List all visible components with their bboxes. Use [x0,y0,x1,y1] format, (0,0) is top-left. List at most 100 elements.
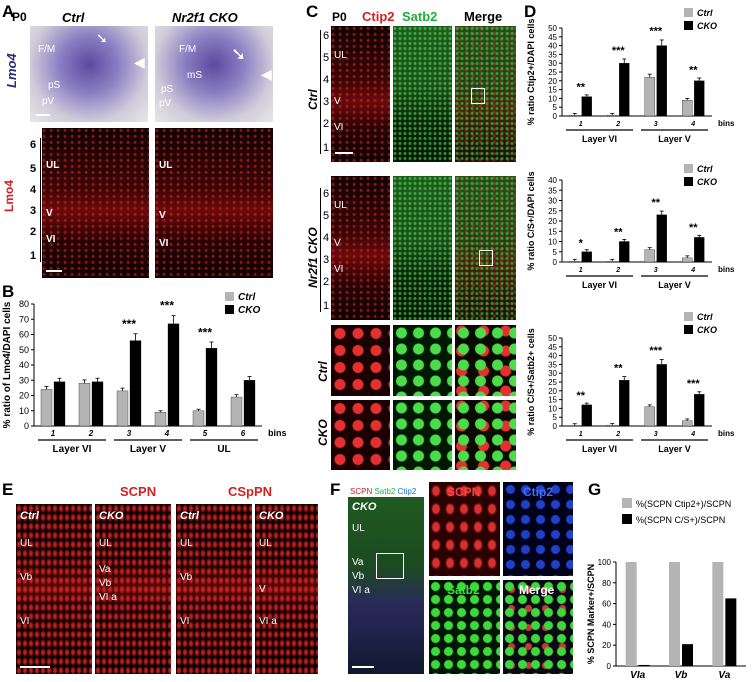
legend-swatch [684,177,693,186]
bar-ctrl [40,389,53,427]
header-satb2: Satb2 [402,9,438,24]
zoom-cko-label: CKO [316,419,330,446]
significance-mark: ** [614,363,623,375]
significance-mark: ** [576,82,585,94]
x-tick-label: 6 [241,429,246,438]
legend-swatch [225,292,234,301]
brain-label-ps: pS [161,84,174,95]
bar-cko [581,404,592,427]
y-tick-label: 15 [548,227,557,236]
bar-cko [167,323,180,427]
y-axis-label: % ratio Ctip2+/DAPI cells [526,19,536,126]
x-tick-label: 1 [579,267,583,274]
bar-cko [656,364,667,427]
bar-ctrl [682,420,693,427]
bar-ctrl [569,114,580,117]
panel-f-scpn: SCPN [429,482,500,576]
bar-ctrl [569,425,580,427]
x-tick-label: 2 [615,267,620,274]
y-tick-label: 20 [548,387,557,396]
brain-label-pv: pV [42,96,55,107]
bar-ctrl [230,396,243,427]
panel-label-e: E [2,480,14,499]
y-tick-label: 35 [548,50,557,59]
x-axis-suffix: bins [268,428,287,438]
zoom-ctrl-label: Ctrl [316,361,330,382]
x-tick-label: 2 [88,429,94,438]
legend-swatch [225,305,234,314]
x-tick-label: Va [718,670,730,680]
significance-mark: *** [649,345,663,357]
arrow-icon: ➘ [96,30,108,46]
y-tick-label: 40 [548,352,557,361]
group-label: Layer V [658,134,691,144]
legend-label: Ctrl [697,8,713,18]
bar [682,644,693,666]
scale-bar [46,270,62,272]
significance-mark: *** [649,26,663,38]
panel-label-c: C [306,2,319,21]
y-tick-label: 25 [548,68,557,77]
significance-mark: ** [614,226,623,238]
y-tick-label: 25 [548,207,557,216]
y-tick-label: 35 [548,360,557,369]
bar-cko [129,340,142,427]
scpn-ctrl: Ctrl UL Vb VI [16,504,92,674]
zoom-box [479,250,493,266]
bar-ctrl [644,406,655,427]
significance-mark: ** [576,390,585,402]
x-tick-label: 3 [654,431,658,438]
bar [638,664,650,666]
y-tick-label: 70 [19,314,29,324]
group-label: UL [217,444,230,455]
x-tick-label: 4 [690,431,695,438]
group-label: Layer V [658,280,691,290]
bar-cko [619,241,630,263]
legend-label: %(SCPN Ctip2+)/SCPN [636,499,731,509]
y-tick-label: 60 [602,600,611,609]
zoom-box [376,553,404,579]
bar-ctrl [569,261,580,263]
zoom-ctip2-ctrl [331,325,390,396]
panel-f-legend: SCPN Satb2 Ctip2 [350,487,417,496]
bar-cko [694,394,705,427]
bar-ctrl [78,383,91,427]
bar-ctrl [192,410,205,427]
merge-cko [455,176,516,320]
x-tick-label: 1 [579,431,583,438]
ctip2-cko: UL V VI [331,176,390,320]
y-tick-label: 20 [548,77,557,86]
y-tick-label: 5 [553,103,558,112]
bar-cko [581,251,592,263]
x-tick-label: 3 [654,267,658,274]
y-tick-label: 20 [548,217,557,226]
bar-ctrl [682,100,693,117]
bar-cko [581,96,592,117]
brain-label-pv: pV [159,98,172,109]
y-tick-label: 45 [548,343,557,352]
lmo4-side-label: Lmo4 [2,179,16,212]
bar-ctrl [116,390,129,427]
bar [625,562,637,666]
x-tick-label: 2 [615,431,620,438]
bar-ctrl [607,261,618,263]
scale-bar [335,152,353,154]
y-tick-label: 40 [548,42,557,51]
x-tick-label: VIa [630,670,645,680]
x-tick-label: 3 [127,429,132,438]
y-axis-label: % ratio C/S+/Satb2+ cells [526,328,536,436]
legend-label: CKO [697,21,717,31]
cspn-ctrl: Ctrl UL Vb VI [176,504,252,674]
bar-cko [619,63,630,117]
panel-c-cko-label: Nr2f1 CKO [306,227,320,288]
header-cspn: CSpPN [228,484,273,499]
panel-label-a: A [2,2,15,21]
y-tick-label: 10 [548,238,557,247]
x-axis-suffix: bins [718,429,735,438]
header-merge: Merge [464,9,503,24]
x-axis-suffix: bins [718,119,735,128]
bar [712,562,724,666]
y-tick-label: 0 [553,258,558,267]
